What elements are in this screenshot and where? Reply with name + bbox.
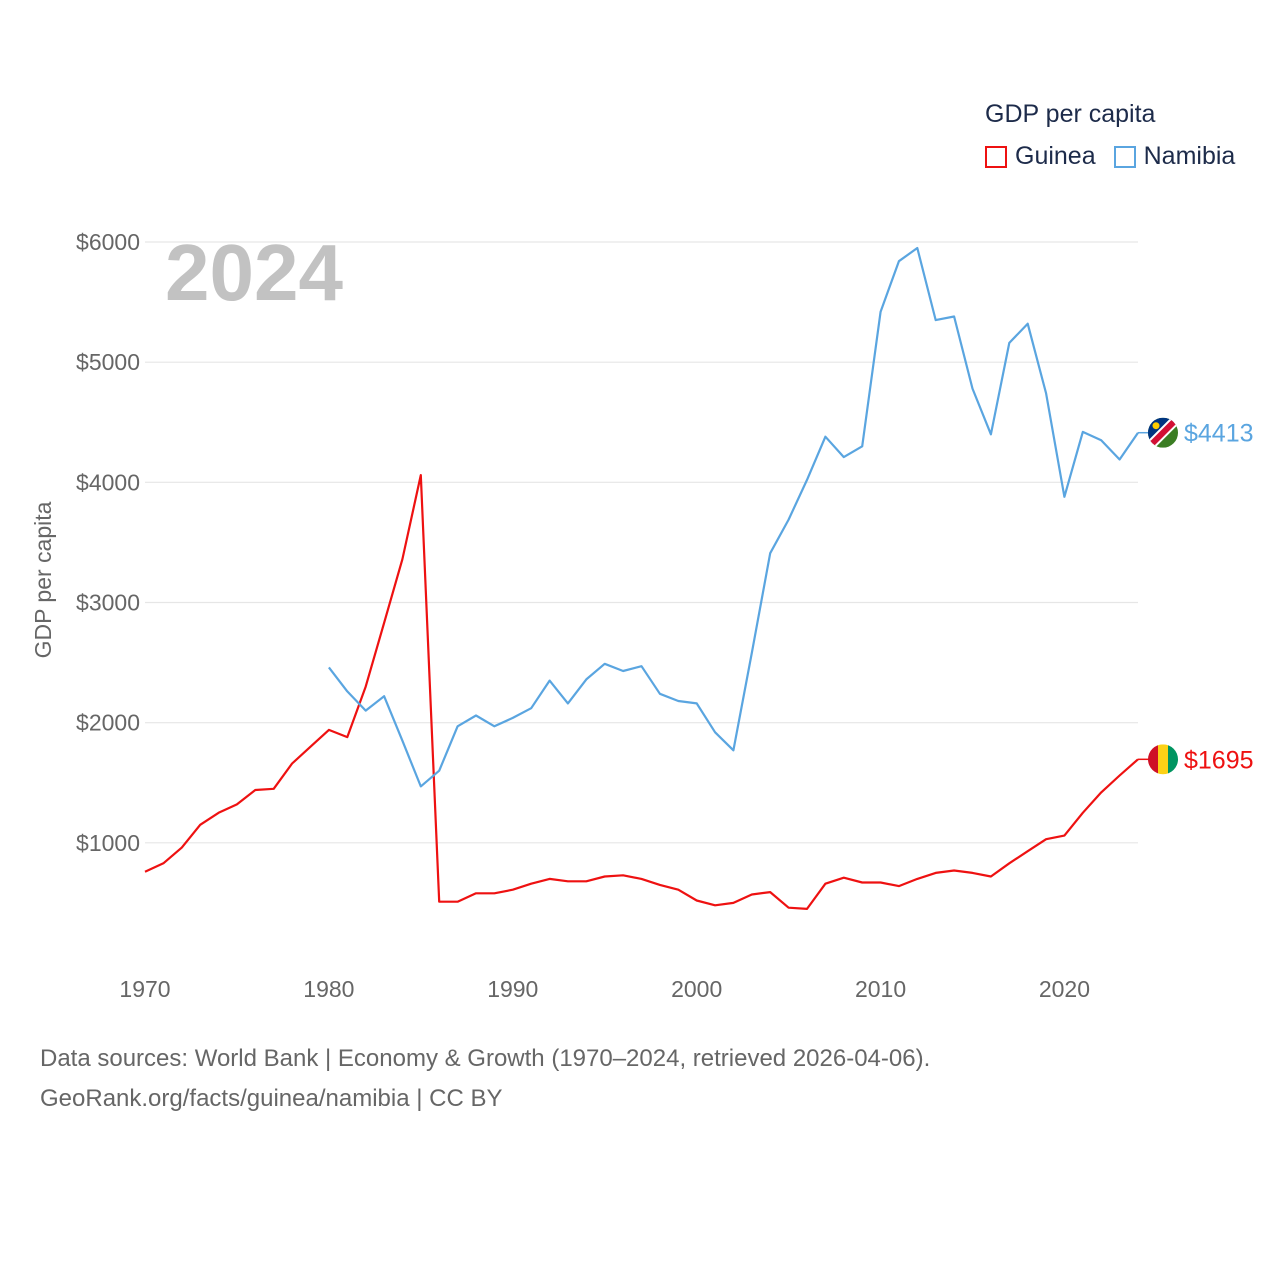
y-tick-label: $6000 xyxy=(76,229,140,255)
y-tick-label: $5000 xyxy=(76,349,140,375)
x-tick-label: 1990 xyxy=(487,976,538,1002)
series-line-namibia xyxy=(328,246,1139,788)
legend: Guinea Namibia xyxy=(985,142,1253,171)
legend-swatch-namibia xyxy=(1113,145,1136,168)
x-tick-label: 1970 xyxy=(119,976,170,1002)
y-tick-label: $1000 xyxy=(76,830,140,856)
x-tick-label: 2000 xyxy=(671,976,722,1002)
legend-swatch-guinea xyxy=(985,145,1007,168)
x-tick-label: 1980 xyxy=(303,976,354,1002)
end-markers: $1695 $4413 xyxy=(1138,417,1254,775)
y-axis-label: GDP per capita xyxy=(30,501,56,658)
legend-label-guinea: Guinea xyxy=(1015,142,1096,170)
end-value-label-namibia: $4413 xyxy=(1184,420,1254,448)
series-line-guinea xyxy=(144,474,1139,911)
legend-item-namibia[interactable]: Namibia xyxy=(1113,142,1236,171)
legend-label-namibia: Namibia xyxy=(1143,142,1236,170)
gridlines xyxy=(145,241,1138,844)
x-tick-label: 2010 xyxy=(855,976,906,1002)
attribution-link[interactable]: GeoRank.org/facts/guinea/namibia | CC BY xyxy=(40,1085,503,1112)
series-lines xyxy=(144,246,1139,911)
y-tick-label: $4000 xyxy=(76,469,140,495)
guinea-flag-icon xyxy=(1148,744,1178,775)
y-axis-ticks: $1000 $2000 $3000 $4000 $5000 $6000 xyxy=(76,229,140,856)
y-tick-label: $3000 xyxy=(76,590,140,616)
legend-title: GDP per capita xyxy=(985,100,1156,128)
y-tick-label: $2000 xyxy=(76,710,140,736)
legend-item-guinea[interactable]: Guinea xyxy=(985,142,1096,171)
end-value-label-guinea: $1695 xyxy=(1184,746,1254,774)
data-source-note: Data sources: World Bank | Economy & Gro… xyxy=(40,1045,931,1072)
namibia-flag-icon xyxy=(1148,417,1178,448)
x-axis-ticks: 1970 1980 1990 2000 2010 2020 xyxy=(119,976,1090,1002)
x-tick-label: 2020 xyxy=(1039,976,1090,1002)
year-label: 2024 xyxy=(165,228,343,317)
